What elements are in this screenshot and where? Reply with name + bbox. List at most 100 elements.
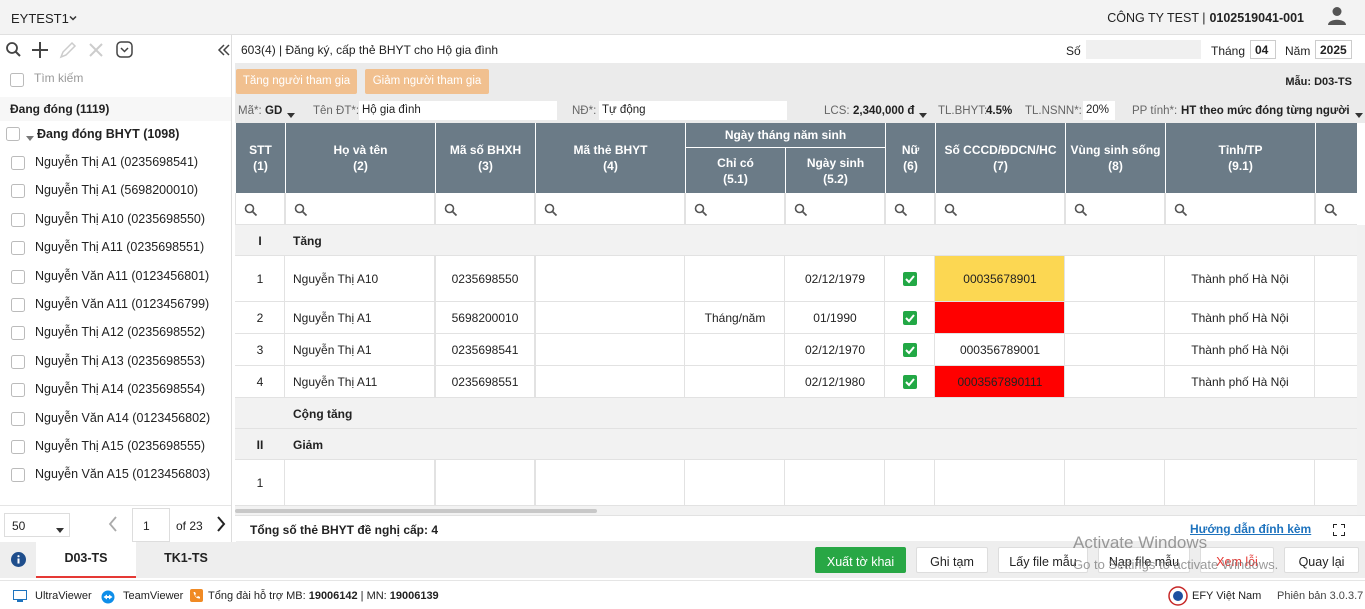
page-input[interactable]: 1	[132, 508, 170, 542]
filter-icon[interactable]	[794, 203, 808, 220]
filter-cell[interactable]	[1165, 193, 1315, 225]
filter-cell[interactable]	[885, 193, 935, 225]
item-checkbox[interactable]	[11, 326, 25, 343]
page-size[interactable]: 50	[4, 513, 70, 537]
action-button[interactable]: Nạp file mẫu	[1098, 547, 1190, 573]
search-checkbox[interactable]	[10, 73, 24, 90]
field-value[interactable]: GD	[265, 105, 283, 117]
filter-icon[interactable]	[694, 203, 708, 220]
filter-icon[interactable]	[894, 203, 908, 220]
filter-icon[interactable]	[1324, 203, 1338, 220]
filter-icon[interactable]	[244, 203, 258, 220]
month-input[interactable]: 04	[1250, 40, 1276, 59]
year-input[interactable]: 2025	[1315, 40, 1352, 59]
action-button[interactable]: Quay lại	[1284, 547, 1359, 573]
filter-icon[interactable]	[1074, 203, 1088, 220]
field-value[interactable]: HT theo mức đóng từng người	[1181, 105, 1350, 117]
table-cell	[235, 256, 285, 302]
prev-page[interactable]	[108, 516, 118, 535]
member-button[interactable]: Tăng người tham gia	[236, 69, 357, 94]
item-checkbox[interactable]	[11, 468, 25, 485]
filter-cell[interactable]	[685, 193, 785, 225]
workspace-name[interactable]: EYTEST1	[11, 11, 69, 26]
form-header: 603(4) | Đăng ký, cấp thẻ BHYT cho Hộ gi…	[235, 35, 1365, 63]
user-icon[interactable]	[1328, 6, 1346, 29]
filter-cell[interactable]	[285, 193, 435, 225]
app-link[interactable]: TeamViewer	[123, 590, 184, 602]
field-caret[interactable]	[1355, 108, 1363, 122]
app-link[interactable]: UltraViewer	[35, 590, 92, 602]
employee-item[interactable]: Nguyễn Văn A14 (0123456802)	[35, 410, 211, 425]
item-checkbox[interactable]	[11, 212, 25, 230]
table-cell	[785, 256, 885, 302]
employee-item[interactable]: Nguyễn Văn A11 (0123456801)	[35, 268, 210, 283]
filter-cell[interactable]	[435, 193, 535, 225]
filter-cell[interactable]	[235, 193, 285, 225]
search-input[interactable]: Tìm kiếm	[34, 71, 84, 85]
item-checkbox[interactable]	[11, 241, 25, 258]
action-button[interactable]: Xem lỗi	[1200, 547, 1274, 573]
filter-icon[interactable]	[294, 203, 308, 220]
filter-cell[interactable]	[935, 193, 1065, 225]
employee-item[interactable]: Nguyễn Thị A1 (0235698541)	[35, 155, 199, 169]
item-checkbox[interactable]	[11, 298, 25, 315]
employee-item[interactable]: Nguyễn Văn A11 (0123456799)	[35, 297, 210, 311]
brand-logo-glyph	[1168, 586, 1188, 606]
filter-icon[interactable]	[444, 203, 458, 220]
field-value[interactable]: Tự động	[599, 101, 787, 120]
item-checkbox[interactable]	[11, 411, 25, 429]
action-button[interactable]: Lấy file mẫu	[998, 547, 1088, 573]
employee-item[interactable]: Nguyễn Văn A15 (0123456803)	[35, 467, 211, 482]
employee-item[interactable]: Nguyễn Thị A14 (0235698554)	[35, 382, 206, 397]
employee-item[interactable]: Nguyễn Thị A15 (0235698555)	[35, 439, 206, 453]
field-value[interactable]: 2,340,000 đ	[853, 105, 915, 117]
filter-cell[interactable]	[1315, 193, 1357, 225]
field-value[interactable]: Hộ gia đình	[359, 101, 557, 120]
form-tab[interactable]: TK1-TS	[136, 542, 236, 578]
filter-cell[interactable]	[785, 193, 885, 225]
employee-item[interactable]: Nguyễn Thị A12 (0235698552)	[35, 325, 206, 340]
next-page[interactable]	[216, 516, 226, 535]
fullscreen-icon[interactable]	[1332, 523, 1346, 539]
field-value[interactable]: 20%	[1083, 101, 1115, 120]
member-button[interactable]: Giảm người tham gia	[365, 69, 489, 94]
sidebar-toolbar-glyph	[6, 41, 230, 59]
item-checkbox[interactable]	[11, 354, 25, 372]
field-caret[interactable]	[287, 108, 295, 122]
guide-link[interactable]: Hướng dẫn đính kèm	[1190, 522, 1312, 536]
field-caret[interactable]	[919, 108, 927, 122]
item-checkbox[interactable]	[11, 383, 25, 400]
filter-icon[interactable]	[1174, 203, 1188, 220]
subgroup-toggle[interactable]	[26, 131, 34, 145]
filter-icon[interactable]	[944, 203, 958, 220]
item-checkbox[interactable]	[11, 184, 25, 201]
sidebar-toolbar[interactable]	[4, 40, 230, 63]
female-checkbox[interactable]	[903, 311, 917, 328]
employee-item[interactable]: Nguyễn Thị A11 (0235698551)	[35, 240, 205, 255]
filter-cell[interactable]	[1065, 193, 1165, 225]
app-icon[interactable]	[101, 590, 115, 607]
filter-icon[interactable]	[544, 203, 558, 220]
subgroup-checkbox-glyph	[6, 127, 20, 141]
employee-item[interactable]: Nguyễn Thị A1 (5698200010)	[35, 183, 199, 198]
number-input[interactable]	[1086, 40, 1201, 59]
info-icon[interactable]	[11, 552, 26, 570]
subgroup-label[interactable]: Đang đóng BHYT (1098)	[37, 127, 180, 141]
item-checkbox[interactable]	[11, 156, 25, 173]
workspace-chevron[interactable]	[68, 12, 78, 26]
filter-cell[interactable]	[535, 193, 685, 225]
app-icon[interactable]	[13, 590, 27, 605]
action-button[interactable]: Xuất tờ khai	[815, 547, 906, 573]
female-checkbox[interactable]	[903, 375, 917, 392]
employee-item[interactable]: Nguyễn Thị A10 (0235698550)	[35, 211, 206, 226]
group-label[interactable]: Đang đóng (1119)	[10, 102, 110, 116]
item-checkbox[interactable]	[11, 269, 25, 287]
form-tab[interactable]: D03-TS	[36, 542, 136, 578]
subgroup-checkbox[interactable]	[6, 127, 20, 144]
page-size-caret[interactable]	[56, 523, 64, 537]
item-checkbox[interactable]	[11, 440, 25, 457]
female-checkbox[interactable]	[903, 272, 917, 289]
female-checkbox[interactable]	[903, 343, 917, 360]
employee-item[interactable]: Nguyễn Thị A13 (0235698553)	[35, 353, 206, 368]
action-button[interactable]: Ghi tạm	[916, 547, 988, 573]
